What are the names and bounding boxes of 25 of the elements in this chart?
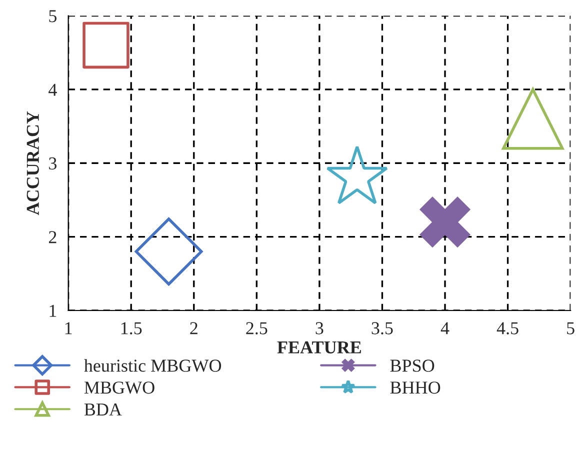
x-tick-label: 4.5 [496,322,518,334]
point [134,218,203,286]
legend-label: BDA [84,404,122,416]
x-tick-label: 1.5 [121,322,142,334]
legend-label: MBGWO [84,382,154,394]
x-tick-label: 1 [65,322,72,334]
x-tick-label: 2 [190,322,198,334]
y-tick-label: 5 [49,10,57,22]
x-tick-label: 2.5 [246,322,268,334]
x-tick-label: 4 [440,322,450,334]
y-tick-label: 1 [50,304,56,317]
y-tick-label: 4 [48,84,57,96]
point [82,22,130,69]
y-tick-label: 3 [49,157,57,170]
x-tick-label: 5 [567,322,574,334]
legend-label: BHHO [390,382,440,394]
x-tick-label: 3.5 [372,322,393,334]
y-axis-title: ACCURACY [26,111,39,216]
point [502,88,564,150]
legend-label: heuristic MBGWO [84,359,222,372]
x-tick-label: 3 [316,322,324,334]
y-tick-label: 2 [48,231,56,244]
x-axis-title: FEATURE [277,341,361,354]
point [420,196,470,248]
legend-label: BPSO [390,360,434,372]
